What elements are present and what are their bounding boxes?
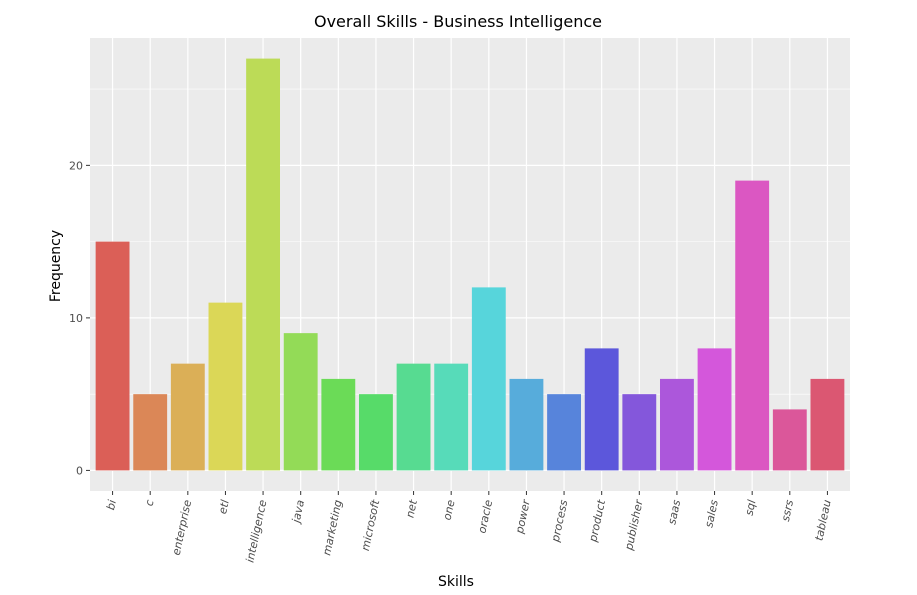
x-tick-label-microsoft: microsoft bbox=[359, 498, 383, 552]
x-tick-label-oracle: oracle bbox=[475, 498, 495, 534]
bar-sql bbox=[735, 180, 770, 471]
x-tick-label-process: process bbox=[549, 498, 571, 544]
x-tick-label-etl: etl bbox=[216, 499, 232, 516]
y-tick-label: 10 bbox=[69, 312, 83, 325]
bar-java bbox=[283, 333, 318, 471]
x-axis-title: Skills bbox=[438, 574, 474, 590]
bar-c bbox=[133, 394, 168, 471]
x-tick-label-c: c bbox=[143, 499, 157, 508]
bar-marketing bbox=[321, 378, 356, 471]
x-tick-label-sql: sql bbox=[743, 499, 759, 517]
y-axis-ticks: 0 10 20 bbox=[69, 159, 90, 477]
bars-group bbox=[95, 58, 845, 471]
bar-enterprise bbox=[170, 363, 205, 471]
bar-bi bbox=[95, 241, 130, 471]
bar-etl bbox=[208, 302, 243, 471]
x-tick-label-publisher: publisher bbox=[622, 497, 646, 552]
bar-intelligence bbox=[246, 58, 280, 471]
x-tick-label-sales: sales bbox=[702, 498, 721, 528]
bar-one bbox=[434, 363, 469, 471]
bar-sales bbox=[697, 348, 732, 471]
bar-net bbox=[396, 363, 431, 471]
x-tick-label-net: net bbox=[403, 498, 420, 519]
y-tick-label: 0 bbox=[76, 464, 83, 477]
x-tick-label-intelligence: intelligence bbox=[243, 498, 269, 563]
bar-product bbox=[584, 348, 619, 471]
x-tick-label-one: one bbox=[441, 498, 458, 521]
bar-process bbox=[547, 394, 581, 471]
bar-power bbox=[509, 378, 544, 471]
x-tick-label-ssrs: ssrs bbox=[779, 498, 796, 522]
chart-title: Overall Skills - Business Intelligence bbox=[314, 12, 602, 31]
x-tick-label-java: java bbox=[289, 498, 307, 525]
bar-ssrs bbox=[772, 409, 807, 471]
x-tick-label-product: product bbox=[586, 498, 608, 544]
x-tick-label-saas: saas bbox=[665, 498, 683, 525]
x-tick-label-enterprise: enterprise bbox=[170, 498, 194, 556]
bar-oracle bbox=[471, 287, 506, 471]
x-tick-label-power: power bbox=[513, 497, 533, 535]
bar-microsoft bbox=[359, 394, 393, 471]
bar-publisher bbox=[622, 394, 657, 471]
bar-tableau bbox=[810, 378, 845, 471]
y-axis-title: Frequency bbox=[48, 230, 64, 302]
y-tick-label: 20 bbox=[69, 159, 83, 172]
x-axis-ticks: bi c enterprise etl intelligence java marketin… bbox=[104, 491, 834, 564]
x-tick-label-tableau: tableau bbox=[812, 499, 833, 542]
x-tick-label-bi: bi bbox=[104, 499, 119, 512]
x-tick-label-marketing: marketing bbox=[320, 499, 344, 557]
bar-saas bbox=[660, 378, 694, 471]
